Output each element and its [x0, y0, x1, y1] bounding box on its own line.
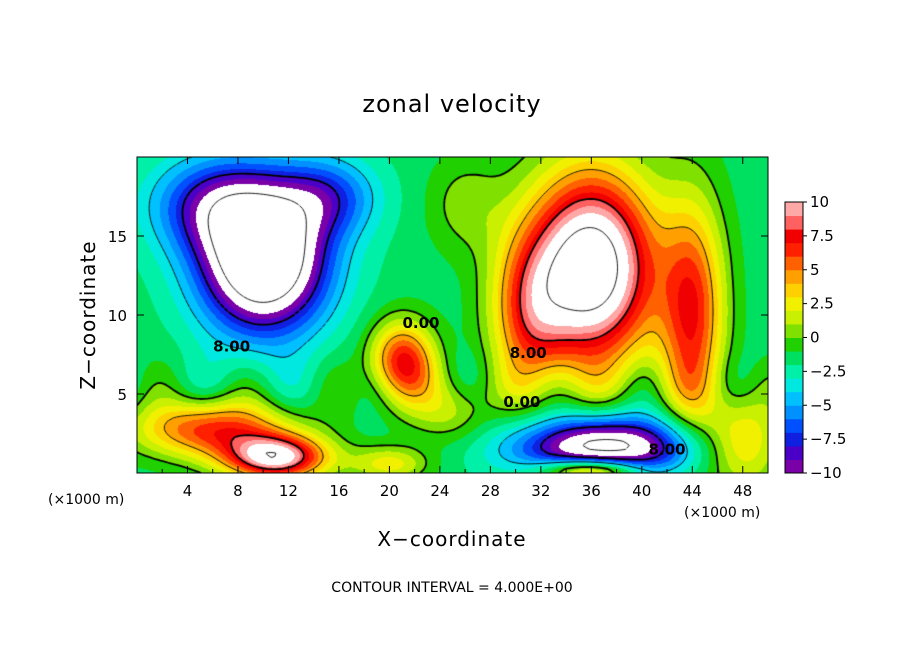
colorbar-swatch	[785, 229, 803, 244]
contour-label: 0.00	[402, 314, 439, 332]
x-tick-label: 28	[481, 482, 500, 500]
colorbar-tick-label: 0	[810, 329, 820, 347]
contour-label: 0.00	[503, 393, 540, 411]
colorbar-swatch	[785, 242, 803, 257]
colorbar-swatch	[785, 445, 803, 460]
y-tick-label: 10	[108, 307, 127, 325]
x-tick-label: 36	[582, 482, 601, 500]
colorbar-tick-label: 7.5	[810, 227, 834, 245]
x-axis-label: X−coordinate	[377, 527, 526, 551]
colorbar-tick-label: −5	[810, 396, 832, 414]
colorbar-swatch	[785, 256, 803, 271]
x-tick-label: 24	[430, 482, 449, 500]
x-tick-label: 8	[233, 482, 243, 500]
x-tick-label: 16	[329, 482, 348, 500]
colorbar-tick-label: 10	[810, 193, 829, 211]
x-tick-label: 44	[683, 482, 702, 500]
x-tick-label: 32	[531, 482, 550, 500]
colorbar-swatch	[785, 296, 803, 311]
chart-title: zonal velocity	[362, 90, 541, 118]
colorbar-swatch	[785, 459, 803, 474]
colorbar-swatch	[785, 215, 803, 230]
colorbar-swatch	[785, 310, 803, 325]
colorbar-swatch	[785, 391, 803, 406]
contour-label: 8.00	[510, 344, 547, 362]
y-ticks: 5 10 15	[108, 228, 768, 404]
colorbar-swatches	[785, 202, 803, 474]
colorbar-tick-label: 5	[810, 261, 820, 279]
x-ticks: 4 8 12 16 20 24 28 32 36 40 44 48	[161, 157, 752, 500]
colorbar-swatch	[785, 283, 803, 298]
x-tick-label: 20	[380, 482, 399, 500]
contour-labels: 8.00 0.00 8.00 0.00 8.00	[213, 314, 685, 458]
colorbar-swatch	[785, 405, 803, 420]
heatmap-field	[137, 157, 768, 473]
colorbar-tick-label: 2.5	[810, 295, 834, 313]
colorbar-swatch	[785, 269, 803, 284]
x-tick-label: 48	[733, 482, 752, 500]
y-tick-label: 15	[108, 228, 127, 246]
contour-label: 8.00	[649, 440, 686, 458]
x-units-left: (×1000 m)	[48, 492, 124, 508]
colorbar-swatch	[785, 337, 803, 352]
colorbar-swatch	[785, 418, 803, 433]
x-tick-label: 40	[632, 482, 651, 500]
y-tick-label: 5	[117, 386, 127, 404]
colorbar-ticks: 10 7.5 5 2.5 0 −2.5 −5 −7.5 −10	[803, 193, 846, 482]
colorbar-swatch	[785, 323, 803, 338]
colorbar-tick-label: −2.5	[810, 362, 846, 380]
colorbar-swatch	[785, 432, 803, 447]
colorbar-swatch	[785, 378, 803, 393]
colorbar-tick-label: −10	[810, 464, 842, 482]
x-tick-label: 12	[279, 482, 298, 500]
colorbar: 10 7.5 5 2.5 0 −2.5 −5 −7.5 −10	[784, 193, 846, 482]
colorbar-swatch	[785, 364, 803, 379]
colorbar-tick-label: −7.5	[810, 430, 846, 448]
x-tick-label: 4	[183, 482, 193, 500]
y-axis-label: Z−coordinate	[76, 240, 100, 389]
colorbar-swatch	[785, 351, 803, 366]
x-units-right: (×1000 m)	[684, 505, 760, 521]
contour-interval-note: CONTOUR INTERVAL = 4.000E+00	[331, 580, 572, 596]
contour-label: 8.00	[213, 338, 250, 356]
colorbar-swatch	[785, 202, 803, 217]
